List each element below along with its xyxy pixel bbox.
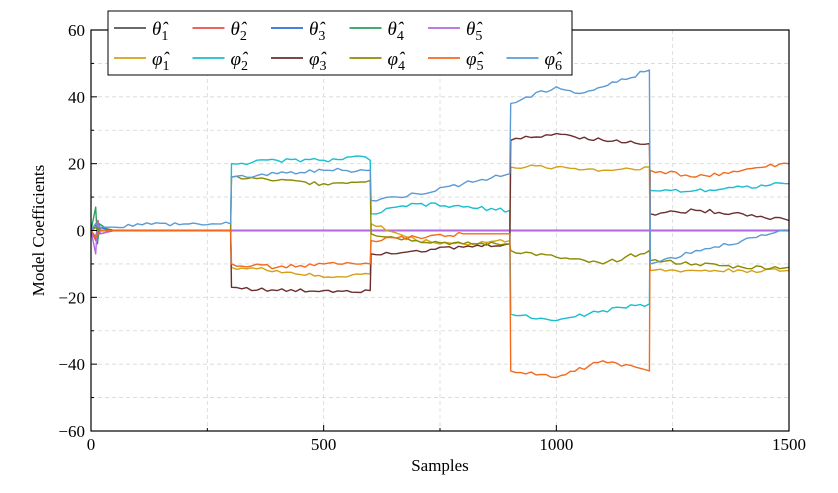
x-tick-label: 0 — [87, 435, 96, 454]
y-tick-label: 0 — [77, 222, 86, 241]
y-axis-title: Model Coefficients — [29, 165, 48, 296]
y-tick-label: −60 — [58, 422, 85, 441]
y-tick-label: −40 — [58, 355, 85, 374]
y-tick-label: 60 — [68, 21, 85, 40]
legend: θ̂1 θ̂2 θ̂3 θ̂4 θ̂5φ̂1 φ̂2 φ̂3 φ̂4 φ̂5 φ̂6 — [107, 10, 573, 76]
y-tick-label: 20 — [68, 155, 85, 174]
y-tick-label: −20 — [58, 288, 85, 307]
x-tick-label: 500 — [311, 435, 337, 454]
x-tick-label: 1000 — [539, 435, 573, 454]
axis-ticks: 0 500 1000 1500 −60 −40 −20 0 20 40 60 — [58, 21, 806, 454]
y-tick-label: 40 — [68, 88, 85, 107]
series-line-10 — [90, 162, 790, 379]
series-lines — [90, 69, 790, 379]
series-line-11 — [90, 69, 790, 265]
x-tick-label: 1500 — [772, 435, 806, 454]
legend-box — [107, 10, 573, 76]
x-axis-title: Samples — [411, 456, 469, 475]
